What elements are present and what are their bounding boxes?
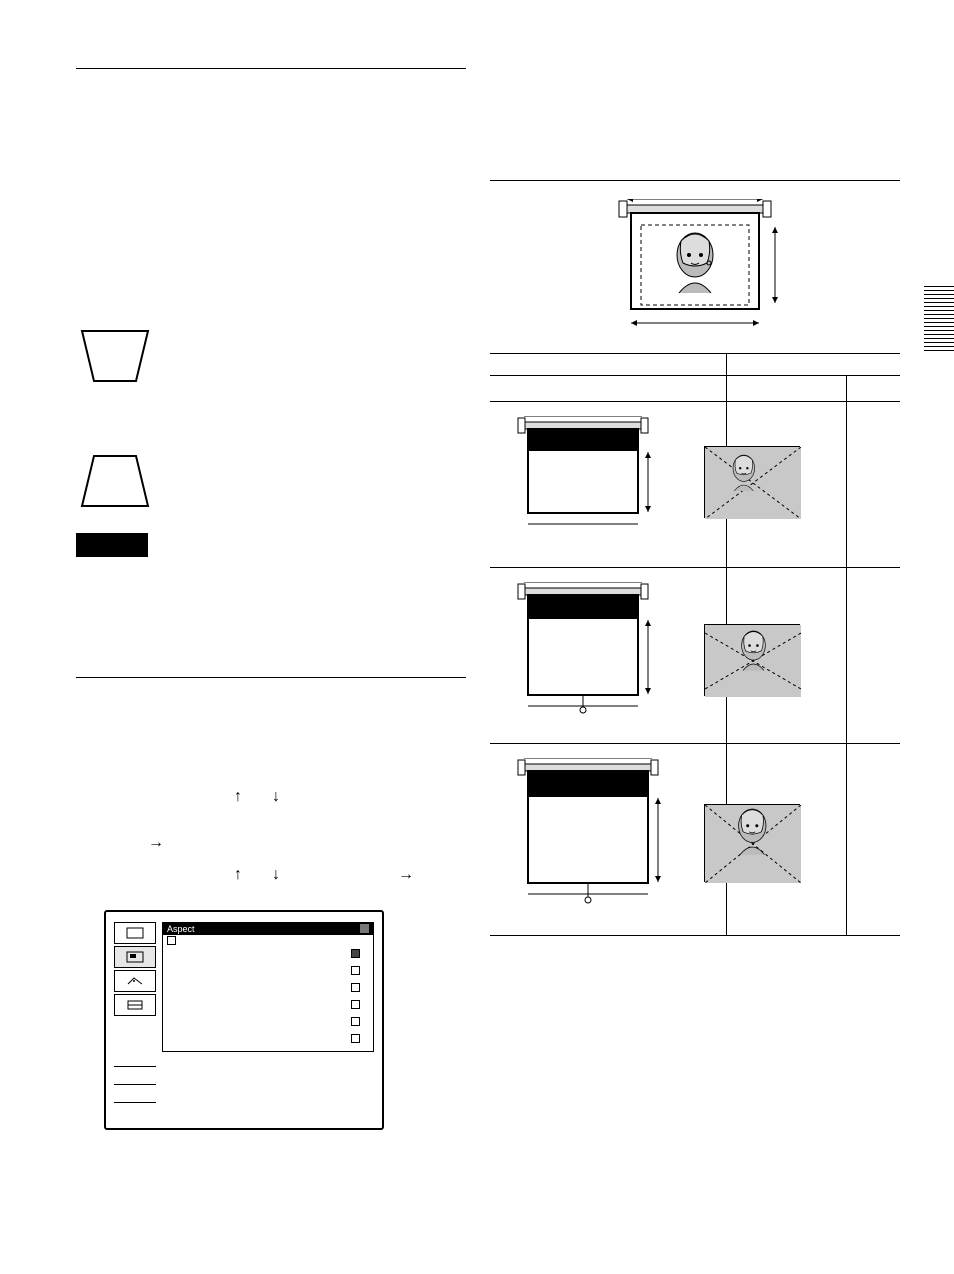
remote-key-bar [76, 533, 148, 557]
edge-rule [924, 286, 954, 354]
osd-tabs [114, 922, 156, 1018]
aspect-photo-4-3 [704, 446, 800, 518]
osd-submenu: Aspect [162, 922, 374, 1052]
osd-bottom-tabs [114, 1066, 156, 1120]
right-column [490, 68, 900, 936]
tab-icon [126, 975, 144, 987]
aspect-illustration-zoom [490, 744, 700, 945]
arrow-right-icon: → [398, 866, 414, 884]
left-column: ↑ ↓ → ↑ ↓ → [76, 68, 466, 1130]
arrow-down-icon: ↓ [272, 788, 280, 806]
keystone-bottom-trapezoid [76, 454, 466, 515]
arrow-down-icon: ↓ [272, 866, 280, 884]
tab-icon [126, 951, 144, 963]
left-top-rule [76, 68, 466, 69]
aspect-option-icon[interactable] [351, 1000, 360, 1009]
aspect-option-icon[interactable] [351, 1017, 360, 1026]
keystone-top-trapezoid [76, 329, 466, 390]
aspect-option-icon[interactable] [351, 966, 360, 975]
aspect-illustration-4-3 [490, 402, 700, 577]
aspect-option-icon[interactable] [351, 983, 360, 992]
osd-menu-panel: Aspect [104, 910, 384, 1130]
table-row [490, 743, 900, 935]
arrow-right-icon: → [148, 834, 164, 852]
arrow-up-icon: ↑ [234, 788, 242, 806]
osd-tab-1[interactable] [114, 922, 156, 944]
screen-dimensions-figure [605, 199, 785, 339]
osd-row-label: Aspect [167, 924, 195, 934]
aspect-photo-zoom [704, 804, 800, 882]
table-row [490, 567, 900, 743]
osd-row-highlight[interactable]: Aspect [163, 923, 373, 935]
aspect-option-icon[interactable] [351, 949, 360, 958]
nav-arrows-block: ↑ ↓ → ↑ ↓ → [76, 788, 466, 898]
osd-tab-2-active[interactable] [114, 946, 156, 968]
checkbox-icon [167, 936, 176, 945]
osd-tab-3[interactable] [114, 970, 156, 992]
aspect-option-icon[interactable] [351, 1034, 360, 1043]
aspect-illustration-letterbox [490, 568, 700, 753]
left-mid-rule [76, 677, 466, 678]
osd-row[interactable] [163, 935, 373, 946]
arrow-up-icon: ↑ [234, 866, 242, 884]
osd-aspect-column [351, 941, 367, 1051]
tab-icon [126, 927, 144, 939]
aspect-mode-table [490, 353, 900, 936]
tab-icon [126, 999, 144, 1011]
table-row [490, 401, 900, 567]
right-top-rule [490, 180, 900, 181]
aspect-photo-letterbox [704, 624, 800, 696]
osd-row-indicator-icon [360, 924, 369, 933]
osd-tab-4[interactable] [114, 994, 156, 1016]
